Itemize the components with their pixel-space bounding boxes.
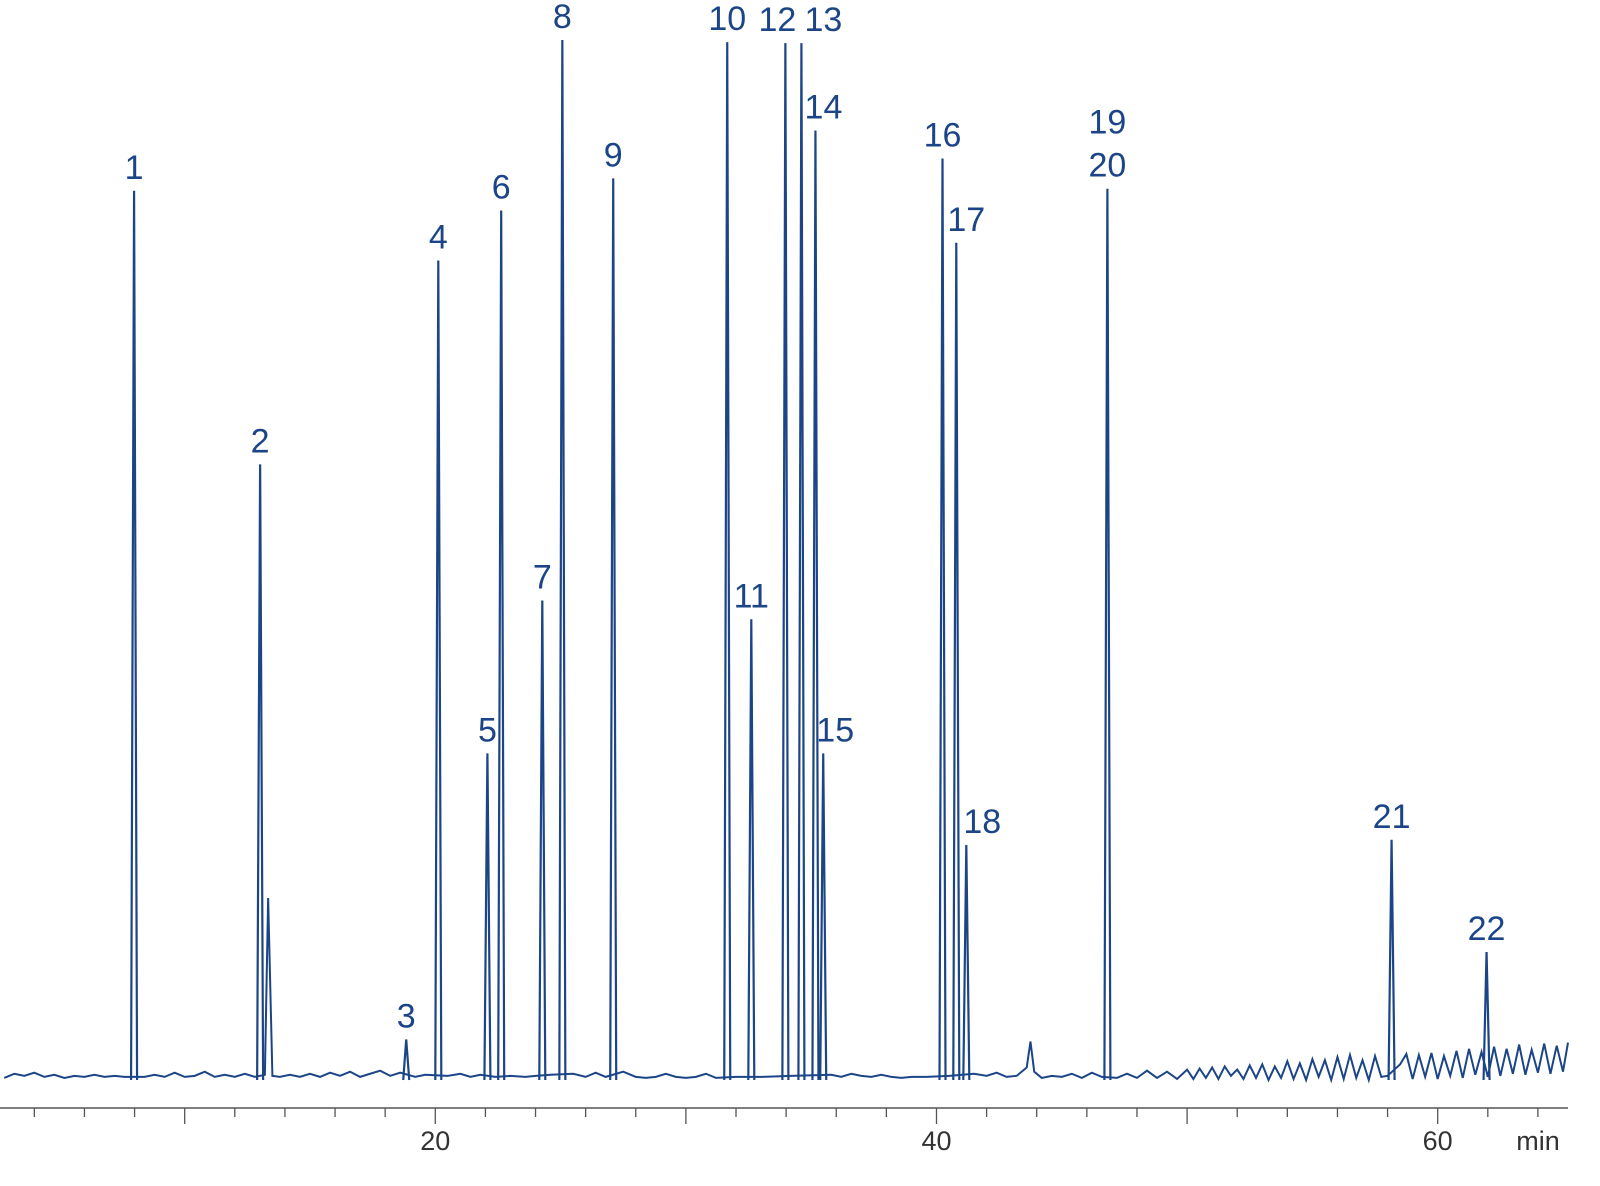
peak-label: 5	[478, 711, 497, 749]
peak	[962, 844, 971, 1081]
peak	[609, 178, 618, 1081]
peak-label: 21	[1373, 798, 1411, 836]
x-axis-label: min	[1516, 1126, 1560, 1156]
peak	[558, 39, 567, 1081]
peak	[781, 43, 790, 1081]
peak-label: 2	[251, 422, 270, 460]
peak	[797, 43, 806, 1081]
peak	[402, 1039, 411, 1081]
peak-label: 4	[429, 218, 448, 256]
peak	[952, 242, 961, 1081]
peak	[434, 260, 443, 1081]
trace	[3, 897, 1569, 1084]
peak	[811, 130, 820, 1081]
x-tick-label: 40	[921, 1126, 951, 1156]
peak-label: 7	[533, 559, 552, 597]
peak	[129, 190, 139, 1081]
peak	[538, 600, 547, 1081]
peak-label: 9	[604, 136, 623, 174]
x-tick-label: 60	[1423, 1126, 1453, 1156]
peak-label: 14	[805, 88, 843, 126]
peak	[1387, 839, 1396, 1081]
peak	[1103, 188, 1112, 1081]
peak	[1482, 952, 1491, 1081]
peak-label: 6	[492, 169, 511, 207]
peak	[747, 619, 756, 1081]
peak-label: 22	[1468, 910, 1506, 948]
peak-label: 19	[1088, 104, 1126, 142]
peak-label: 3	[397, 997, 416, 1035]
peak-label: 12	[758, 1, 796, 39]
peak-label: 11	[734, 577, 769, 615]
peak-label: 8	[553, 0, 572, 36]
peak	[723, 42, 732, 1081]
peak	[819, 753, 828, 1081]
peak-label: 15	[816, 711, 854, 749]
peak-label: 10	[708, 0, 746, 38]
peak	[497, 210, 506, 1081]
peak-label: 16	[924, 117, 962, 155]
peak-label: 17	[947, 201, 985, 239]
peak-label: 13	[805, 1, 843, 39]
peak	[256, 464, 265, 1081]
peak-label: 1	[125, 149, 144, 187]
peak-label: 20	[1088, 147, 1126, 185]
x-tick-label: 20	[420, 1126, 450, 1156]
peak	[483, 753, 492, 1081]
peak-label: 18	[963, 803, 1001, 841]
peak	[938, 158, 947, 1081]
